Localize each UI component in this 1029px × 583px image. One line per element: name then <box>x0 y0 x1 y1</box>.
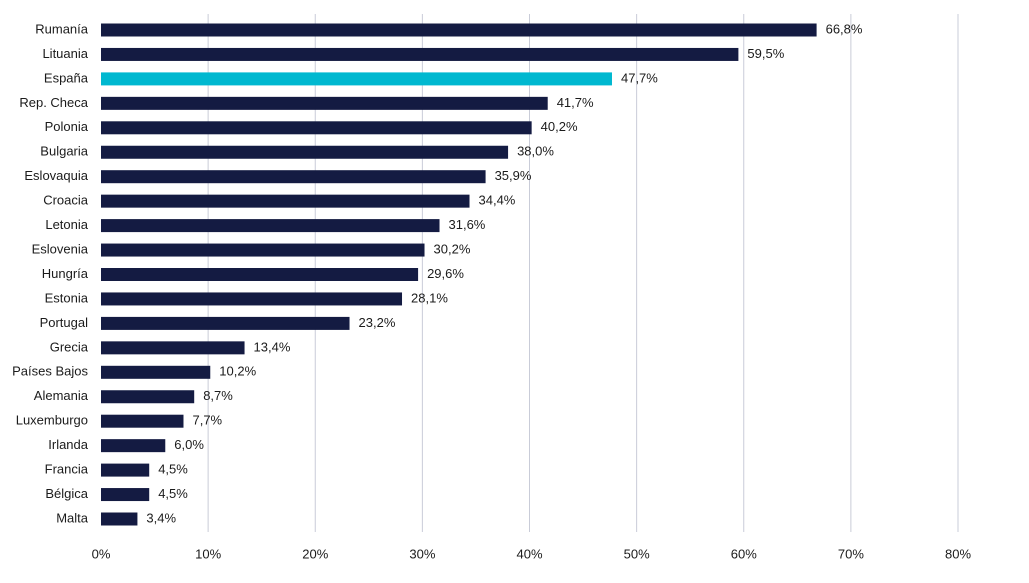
x-tick-label-20: 20% <box>302 546 328 561</box>
value-label-grecia: 13,4% <box>254 339 291 354</box>
bar-lituania <box>101 47 739 61</box>
value-label-francia: 4,5% <box>158 462 188 477</box>
value-label-estonia: 28,1% <box>411 290 448 305</box>
bar-eslovenia <box>101 243 425 257</box>
bar-letonia <box>101 219 440 233</box>
bar-malta <box>101 512 138 526</box>
bar-estonia <box>101 292 403 306</box>
bar-irlanda <box>101 439 166 453</box>
x-tick-label-10: 10% <box>195 546 221 561</box>
bar-rumania <box>101 23 817 37</box>
category-label-paises-bajos: Países Bajos <box>12 364 88 379</box>
category-label-espana: España <box>44 70 89 85</box>
value-label-polonia: 40,2% <box>541 119 578 134</box>
x-axis-tick-labels: 0% 10% 20% 30% 40% 50% 60% 70% 80% <box>92 546 972 561</box>
category-label-lituania: Lituania <box>42 46 88 61</box>
category-label-rep-checa: Rep. Checa <box>19 95 88 110</box>
value-label-irlanda: 6,0% <box>174 437 204 452</box>
bar-luxemburgo <box>101 414 184 428</box>
value-label-malta: 3,4% <box>146 510 176 525</box>
value-label-letonia: 31,6% <box>449 217 486 232</box>
category-label-irlanda: Irlanda <box>48 437 89 452</box>
category-label-eslovaquia: Eslovaquia <box>24 168 88 183</box>
category-label-eslovenia: Eslovenia <box>32 241 89 256</box>
value-label-paises-bajos: 10,2% <box>219 364 256 379</box>
bars <box>101 23 817 526</box>
bar-bulgaria <box>101 145 509 159</box>
bar-francia <box>101 463 150 477</box>
category-label-letonia: Letonia <box>45 217 88 232</box>
x-tick-label-70: 70% <box>838 546 864 561</box>
bar-belgica <box>101 488 150 502</box>
value-labels: 66,8% 59,5% 47,7% 41,7% 40,2% 38,0% 35,9% 34,4%… <box>146 21 862 525</box>
category-label-portugal: Portugal <box>40 315 89 330</box>
category-label-malta: Malta <box>56 510 89 525</box>
value-label-rep-checa: 41,7% <box>557 95 594 110</box>
bar-rep-checa <box>101 96 548 110</box>
category-label-belgica: Bélgica <box>45 486 88 501</box>
category-label-grecia: Grecia <box>50 339 89 354</box>
value-label-belgica: 4,5% <box>158 486 188 501</box>
x-tick-label-40: 40% <box>516 546 542 561</box>
x-tick-label-80: 80% <box>945 546 971 561</box>
bar-grecia <box>101 341 245 355</box>
x-tick-label-0: 0% <box>92 546 111 561</box>
value-label-eslovenia: 30,2% <box>434 241 471 256</box>
bar-hungria <box>101 268 419 281</box>
value-label-portugal: 23,2% <box>359 315 396 330</box>
bar-espana <box>101 72 612 86</box>
category-label-francia: Francia <box>45 462 89 477</box>
category-label-bulgaria: Bulgaria <box>40 144 88 159</box>
value-label-bulgaria: 38,0% <box>517 144 554 159</box>
bar-eslovaquia <box>101 170 486 184</box>
category-label-luxemburgo: Luxemburgo <box>16 413 88 428</box>
category-label-polonia: Polonia <box>45 119 89 134</box>
bar-portugal <box>101 316 350 330</box>
value-label-rumania: 66,8% <box>826 21 863 36</box>
bar-croacia <box>101 194 470 208</box>
category-labels: Rumanía Lituania España Rep. Checa Polonia Bu… <box>12 21 89 525</box>
category-label-hungria: Hungría <box>42 266 89 281</box>
value-label-alemania: 8,7% <box>203 388 233 403</box>
category-label-alemania: Alemania <box>34 388 89 403</box>
value-label-hungria: 29,6% <box>427 266 464 281</box>
value-label-lituania: 59,5% <box>747 46 784 61</box>
x-tick-label-50: 50% <box>624 546 650 561</box>
category-label-rumania: Rumanía <box>35 21 89 36</box>
value-label-espana: 47,7% <box>621 70 658 85</box>
value-label-croacia: 34,4% <box>479 193 516 208</box>
category-label-estonia: Estonia <box>45 290 89 305</box>
bar-alemania <box>101 390 195 404</box>
x-tick-label-60: 60% <box>731 546 757 561</box>
bar-paises-bajos <box>101 365 211 379</box>
bar-polonia <box>101 121 532 135</box>
value-label-eslovaquia: 35,9% <box>495 168 532 183</box>
x-tick-label-30: 30% <box>409 546 435 561</box>
category-label-croacia: Croacia <box>43 193 89 208</box>
value-label-luxemburgo: 7,7% <box>192 413 222 428</box>
